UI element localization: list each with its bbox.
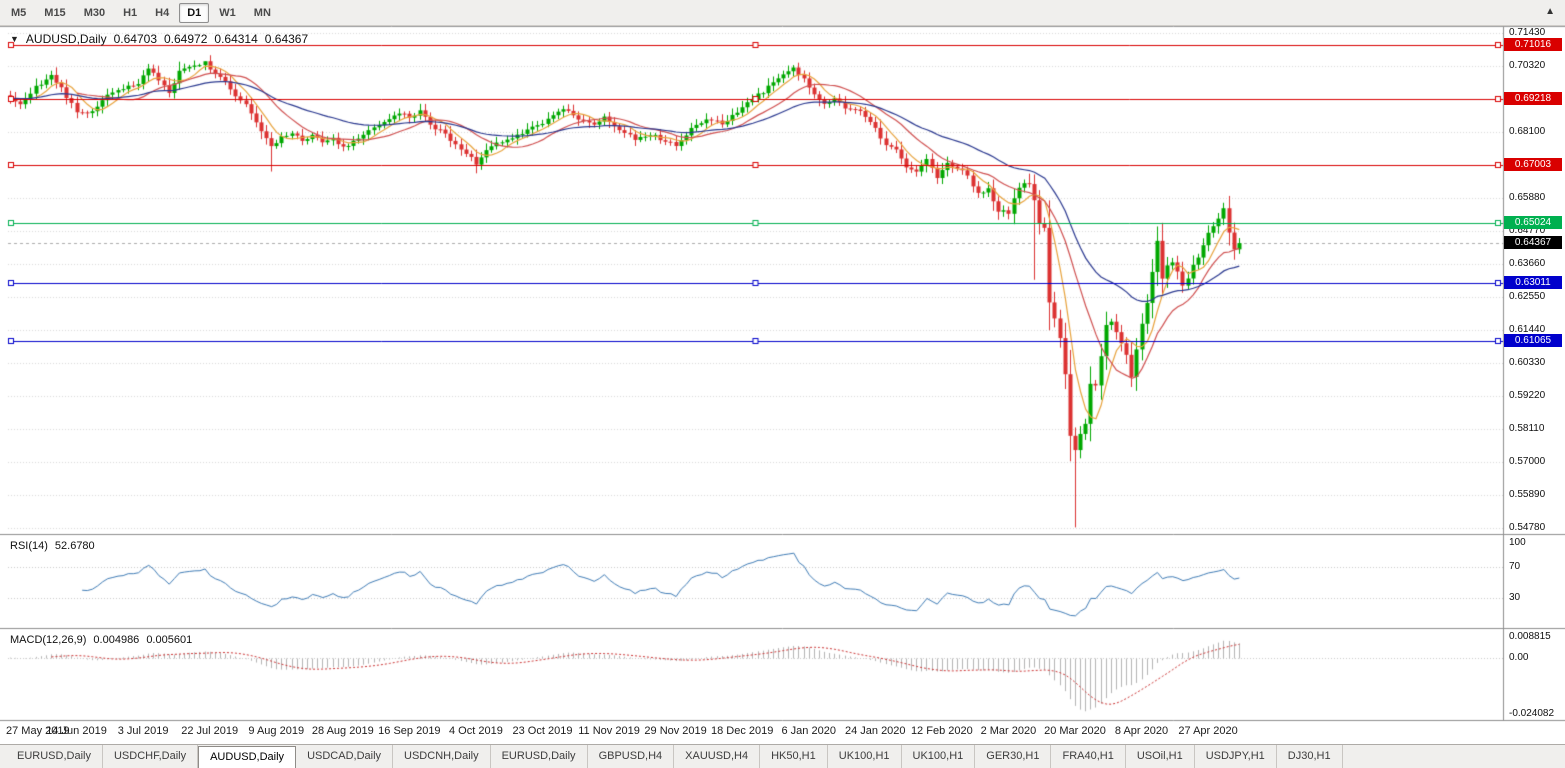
ohlc-low: 0.64314: [214, 32, 258, 46]
symbol-tab-bar: EURUSD,Daily USDCHF,Daily AUDUSD,Daily USDC…: [0, 744, 1565, 768]
date-axis-label: 4 Oct 2019: [448, 725, 503, 737]
rsi-pane[interactable]: [0, 537, 1503, 628]
rsi-name: RSI(14): [10, 540, 48, 552]
timeframe-button-h1[interactable]: H1: [123, 6, 138, 19]
rsi-axis-label: 100: [1509, 537, 1526, 548]
date-axis-label: 14 Jun 2019: [46, 725, 107, 737]
date-axis-label: 8 Apr 2020: [1114, 725, 1169, 737]
date-axis-label: 18 Dec 2019: [710, 725, 774, 737]
rsi-axis-label: 70: [1509, 560, 1521, 572]
date-axis-label: 9 Aug 2019: [248, 725, 305, 737]
ohlc-open: 0.64703: [113, 32, 157, 46]
tab-eurusd-daily[interactable]: EURUSD,Daily: [491, 745, 588, 768]
tab-usdchf-daily[interactable]: USDCHF,Daily: [103, 745, 199, 768]
timeframe-button-w1[interactable]: W1: [219, 6, 236, 19]
macd-indicator-label: MACD(12,26,9) 0.004986 0.005601: [10, 634, 199, 646]
date-axis-label: 29 Nov 2019: [644, 725, 707, 737]
tab-audusd-daily[interactable]: AUDUSD,Daily: [198, 746, 297, 768]
date-axis-label: 3 Jul 2019: [117, 725, 169, 737]
hline-price-label[interactable]: 0.71016: [1504, 38, 1562, 52]
chart-title: ▼ AUDUSD,Daily 0.64703 0.64972 0.64314 0…: [10, 32, 308, 46]
timeframe-button-d1[interactable]: D1: [179, 2, 210, 23]
price-axis-label: 0.58110: [1509, 423, 1545, 434]
date-axis-label: 20 Mar 2020: [1044, 725, 1106, 737]
chart-dropdown-arrow-icon: ▼: [10, 34, 19, 44]
tab-usdcad-daily[interactable]: USDCAD,Daily: [296, 745, 394, 768]
price-axis-label: 0.68100: [1509, 126, 1546, 137]
pane-splitter[interactable]: [0, 627, 1565, 631]
price-axis-label: 0.70320: [1509, 60, 1546, 71]
date-axis-label: 27 May 2019: [6, 725, 70, 737]
price-axis-label: 0.63660: [1509, 258, 1546, 269]
date-axis-label: 23 Oct 2019: [512, 725, 573, 737]
hline-price-label[interactable]: 0.69218: [1504, 91, 1562, 105]
price-axis-label: 0.57000: [1509, 456, 1546, 467]
date-axis-label: 27 Apr 2020: [1178, 725, 1238, 737]
rsi-axis-label: 30: [1509, 592, 1521, 604]
hline-price-label[interactable]: 0.67003: [1504, 157, 1562, 171]
price-axis-label: 0.62550: [1509, 291, 1546, 302]
main-chart-pane[interactable]: [0, 26, 1503, 534]
tab-ger30-h1[interactable]: GER30,H1: [975, 745, 1052, 768]
date-axis-label: 11 Nov 2019: [578, 725, 640, 737]
tab-usdjpy-h1[interactable]: USDJPY,H1: [1195, 745, 1277, 768]
macd-main-value: 0.004986: [93, 634, 140, 646]
tab-fra40-h1[interactable]: FRA40,H1: [1051, 745, 1126, 768]
tab-dj30-h1[interactable]: DJ30,H1: [1277, 745, 1343, 768]
ohlc-high: 0.64972: [164, 32, 208, 46]
price-axis-label: 0.60330: [1509, 357, 1546, 368]
macd-pane[interactable]: [0, 631, 1503, 720]
rsi-indicator-label: RSI(14) 52.6780: [10, 540, 102, 552]
date-axis-label: 2 Mar 2020: [980, 725, 1037, 737]
bid-price-label: 0.64367: [1504, 235, 1562, 249]
price-axis-label: 0.55890: [1509, 489, 1546, 500]
rsi-value: 52.6780: [54, 540, 95, 552]
chart-scroll-up-icon[interactable]: ▲: [1545, 6, 1555, 17]
ohlc-close: 0.64367: [264, 32, 309, 46]
price-axis-label: 0.64770: [1509, 225, 1546, 236]
macd-axis-label: 0.008815: [1509, 631, 1551, 642]
tab-usoil-h1[interactable]: USOil,H1: [1126, 745, 1195, 768]
hline-price-label[interactable]: 0.63011: [1504, 276, 1562, 290]
tab-xauusd-h4[interactable]: XAUUSD,H4: [674, 745, 761, 768]
timeframe-button-m30[interactable]: M30: [83, 6, 106, 19]
hline-price-label[interactable]: 0.61065: [1504, 334, 1562, 348]
price-axis-label: 0.59220: [1509, 390, 1546, 401]
date-axis-label: 24 Jan 2020: [844, 725, 906, 737]
timeframe-button-m15[interactable]: M15: [44, 6, 66, 19]
date-axis-label: 6 Jan 2020: [781, 725, 836, 737]
timeframe-button-mn[interactable]: MN: [253, 6, 271, 19]
tab-uk100-h1[interactable]: UK100,H1: [828, 745, 902, 768]
hline-price-label[interactable]: 0.65024: [1504, 216, 1562, 230]
tab-usdcnh-daily[interactable]: USDCNH,Daily: [393, 745, 491, 768]
date-axis-label: 22 Jul 2019: [181, 725, 239, 737]
date-axis-label: 28 Aug 2019: [311, 725, 374, 737]
price-axis-label: 0.65880: [1509, 192, 1546, 203]
macd-signal-value: 0.005601: [146, 634, 193, 646]
timeframe-button-h4[interactable]: H4: [155, 6, 170, 19]
tab-hk50-h1[interactable]: HK50,H1: [760, 745, 828, 768]
chart-symbol-label: AUDUSD,Daily: [25, 32, 107, 46]
date-axis-label: 12 Feb 2020: [910, 725, 973, 737]
macd-axis-label: -0.024082: [1509, 708, 1555, 719]
price-axis-label: 0.54780: [1509, 522, 1546, 533]
tab-eurusd-daily[interactable]: EURUSD,Daily: [6, 745, 103, 768]
price-axis-label: 0.71430: [1509, 27, 1546, 38]
macd-name: MACD(12,26,9): [10, 634, 87, 646]
tab-gbpusd-h4[interactable]: GBPUSD,H4: [588, 745, 675, 768]
pane-splitter[interactable]: [0, 533, 1565, 537]
macd-axis-label: 0.00: [1509, 651, 1529, 663]
timeframe-button-m5[interactable]: M5: [11, 6, 27, 19]
price-axis-label: 0.61440: [1509, 324, 1546, 335]
timeframe-toolbar: ▲ M5 M15 M30 H1 H4 D1 W1 MN: [0, 0, 1565, 26]
date-axis-label: 16 Sep 2019: [378, 725, 441, 737]
tab-uk100-h1[interactable]: UK100,H1: [902, 745, 976, 768]
